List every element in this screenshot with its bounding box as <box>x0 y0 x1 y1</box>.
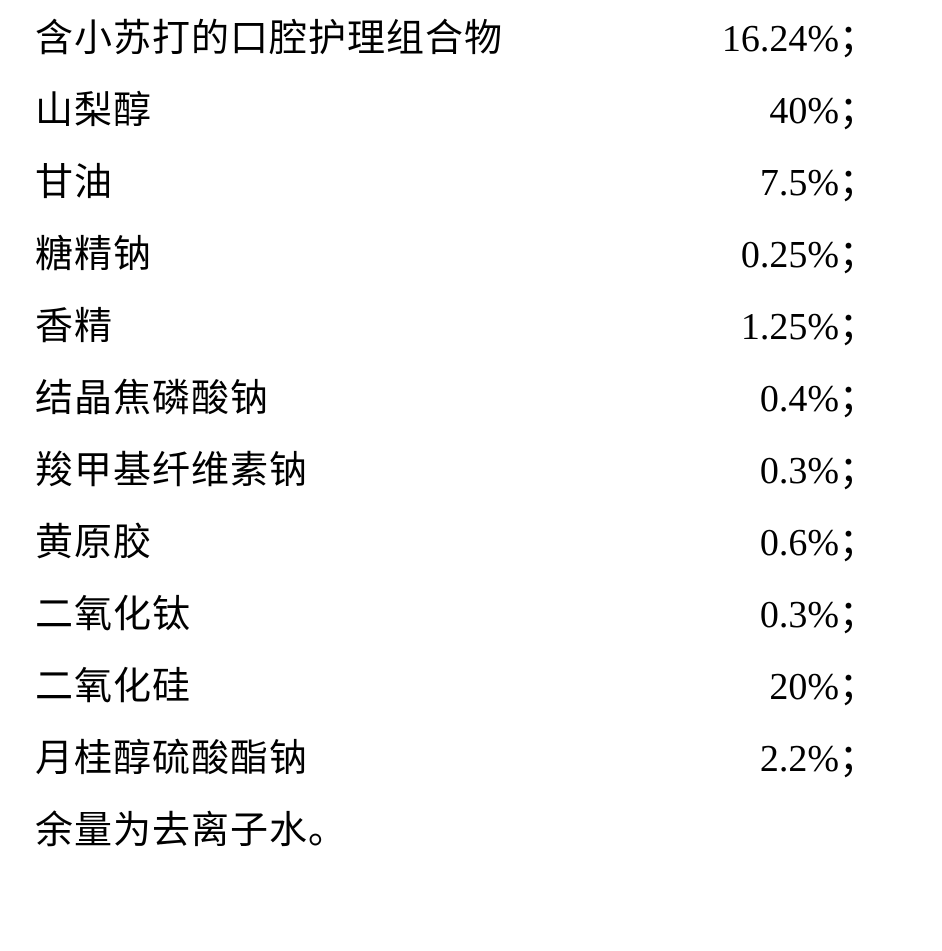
ingredient-name: 含小苏打的口腔护理组合物 <box>35 20 503 58</box>
ingredient-name: 糖精钠 <box>35 236 152 274</box>
ingredient-name: 结晶焦磷酸钠 <box>35 380 269 418</box>
ingredient-row: 糖精钠 0.25%； <box>35 236 877 274</box>
ingredient-row: 二氧化硅 20%； <box>35 668 877 706</box>
ingredient-row: 甘油 7.5%； <box>35 164 877 202</box>
ingredient-value: 1.25%； <box>741 308 877 346</box>
ingredient-value: 0.6%； <box>760 524 877 562</box>
ingredient-name: 香精 <box>35 308 113 346</box>
ingredient-value: 2.2%； <box>760 740 877 778</box>
ingredient-name: 山梨醇 <box>35 92 152 130</box>
ingredient-value: 0.3%； <box>760 452 877 490</box>
ingredient-name: 二氧化硅 <box>35 668 191 706</box>
ingredient-row: 羧甲基纤维素钠 0.3%； <box>35 452 877 490</box>
ingredient-row: 结晶焦磷酸钠 0.4%； <box>35 380 877 418</box>
ingredient-value: 0.25%； <box>741 236 877 274</box>
ingredient-name: 黄原胶 <box>35 524 152 562</box>
ingredient-list: 含小苏打的口腔护理组合物 16.24%； 山梨醇 40%； 甘油 7.5%； 糖… <box>0 0 942 870</box>
ingredient-name: 月桂醇硫酸酯钠 <box>35 740 308 778</box>
ingredient-row: 山梨醇 40%； <box>35 92 877 130</box>
ingredient-value: 0.3%； <box>760 596 877 634</box>
ingredient-value: 7.5%； <box>760 164 877 202</box>
ingredient-value: 16.24%； <box>722 20 877 58</box>
ingredient-row: 含小苏打的口腔护理组合物 16.24%； <box>35 20 877 58</box>
ingredient-row: 黄原胶 0.6%； <box>35 524 877 562</box>
ingredient-name: 二氧化钛 <box>35 596 191 634</box>
ingredient-row: 香精 1.25%； <box>35 308 877 346</box>
ingredient-row: 月桂醇硫酸酯钠 2.2%； <box>35 740 877 778</box>
ingredient-row: 二氧化钛 0.3%； <box>35 596 877 634</box>
footer-text: 余量为去离子水。 <box>35 812 877 850</box>
ingredient-name: 甘油 <box>35 164 113 202</box>
ingredient-value: 20%； <box>769 668 877 706</box>
ingredient-name: 羧甲基纤维素钠 <box>35 452 308 490</box>
ingredient-value: 40%； <box>769 92 877 130</box>
ingredient-value: 0.4%； <box>760 380 877 418</box>
